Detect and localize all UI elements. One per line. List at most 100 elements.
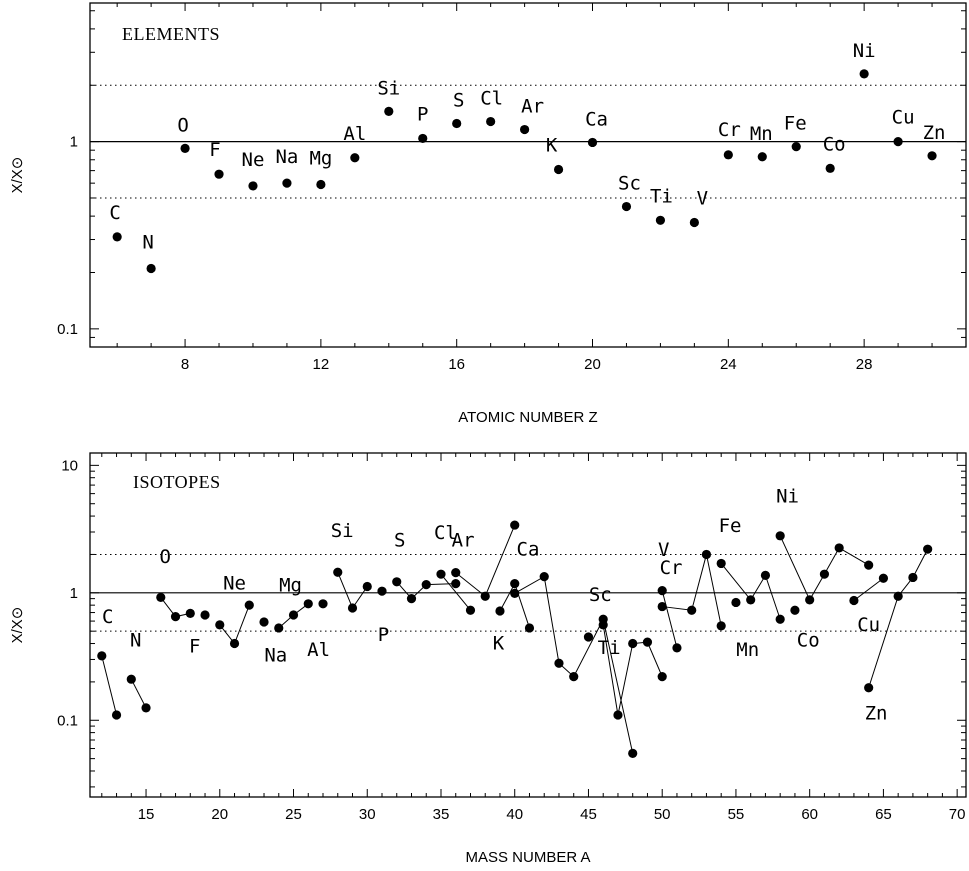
isotope-point-fe <box>746 595 756 605</box>
isotope-point-cl <box>436 569 446 579</box>
data-point-co <box>825 163 835 173</box>
x-tick-label: 16 <box>448 356 465 373</box>
data-point-p <box>418 133 428 144</box>
isotope-point-ti <box>613 710 623 720</box>
series-line-fe <box>720 563 781 620</box>
isotope-point-zn <box>893 591 903 601</box>
point-label-k: K <box>546 134 558 156</box>
isotope-point-ti <box>628 638 638 649</box>
point-label-ca: Ca <box>585 108 608 130</box>
data-point-si <box>384 106 394 117</box>
x-tick-label: 30 <box>359 806 376 823</box>
isotope-point-cl <box>465 605 476 615</box>
x-tick-label: 35 <box>433 806 450 823</box>
point-label-mg: Mg <box>309 148 332 170</box>
data-point-mn <box>757 152 767 162</box>
data-point-zn <box>927 151 937 161</box>
elements-x-axis-title: ATOMIC NUMBER Z <box>458 409 597 426</box>
isotope-point-ne <box>244 600 254 610</box>
isotope-point-ti <box>657 672 667 682</box>
point-label-na: Na <box>275 146 298 168</box>
isotope-point-k <box>524 623 535 633</box>
point-label-al: Al <box>343 123 366 145</box>
isotope-point-cr <box>657 601 667 612</box>
isotope-point-p <box>377 586 387 596</box>
data-point-cl <box>486 116 496 127</box>
isotope-point-v <box>657 586 667 596</box>
isotope-point-s <box>392 577 402 587</box>
data-point-cr <box>723 150 733 160</box>
isotope-point-ca <box>628 748 638 758</box>
y-tick-label: 0.1 <box>57 712 78 729</box>
x-tick-label: 50 <box>654 806 671 823</box>
isotope-point-zn <box>923 544 933 554</box>
point-label-c: C <box>109 202 120 224</box>
isotopes-y-axis-title: X/X⊙ <box>9 607 26 644</box>
data-point-n <box>146 263 156 274</box>
data-point-ni <box>859 69 869 79</box>
series-label-na: Na <box>264 644 287 666</box>
isotope-point-o <box>170 612 181 622</box>
isotope-point-fe <box>760 570 771 580</box>
isotope-point-zn <box>908 572 918 583</box>
isotope-point-cu <box>849 595 859 606</box>
point-label-co: Co <box>823 133 846 155</box>
point-label-ti: Ti <box>650 185 673 207</box>
point-label-fe: Fe <box>784 113 807 135</box>
series-label-mg: Mg <box>279 575 302 597</box>
series-line-si <box>337 572 368 610</box>
isotope-point-ne <box>215 620 225 630</box>
isotope-point-ca <box>554 658 564 668</box>
point-label-v: V <box>697 187 708 209</box>
x-tick-label: 20 <box>584 356 601 373</box>
isotope-point-ni <box>805 595 815 605</box>
x-tick-label: 15 <box>138 806 155 823</box>
isotope-point-o <box>156 592 166 603</box>
data-point-sc <box>621 201 632 212</box>
elements-plot-frame <box>89 2 967 348</box>
series-line-zn <box>868 548 929 688</box>
isotopes-panel-title: ISOTOPES <box>133 472 221 492</box>
isotope-point-k <box>495 606 505 616</box>
isotopes-x-axis-title: MASS NUMBER A <box>465 849 590 866</box>
series-line-cl <box>440 573 471 611</box>
isotope-point-ni <box>834 543 844 553</box>
series-label-c: C <box>102 606 113 628</box>
isotope-point-ar <box>480 591 490 601</box>
y-tick-label: 10 <box>61 457 78 474</box>
series-label-ca: Ca <box>517 538 540 560</box>
point-label-ar: Ar <box>521 96 544 118</box>
isotope-point-na <box>259 617 269 627</box>
y-tick-label: 0.1 <box>57 321 78 338</box>
series-label-mn: Mn <box>736 639 759 661</box>
elements-panel-title: ELEMENTS <box>122 24 220 44</box>
isotope-point-s <box>421 579 431 590</box>
series-label-o: O <box>159 546 170 568</box>
point-label-zn: Zn <box>923 122 946 144</box>
isotope-point-sc <box>583 632 594 642</box>
point-label-cl: Cl <box>480 88 503 110</box>
isotope-point-ar <box>510 520 520 530</box>
series-label-s: S <box>394 530 405 552</box>
series-label-ni: Ni <box>776 486 799 508</box>
x-tick-label: 25 <box>285 806 302 823</box>
isotope-point-cr <box>716 621 726 631</box>
series-line-cr <box>662 554 722 627</box>
series-label-k: K <box>493 632 505 654</box>
series-line-v <box>661 590 678 648</box>
point-label-mn: Mn <box>750 123 773 145</box>
isotope-point-ca <box>539 572 549 582</box>
series-line-cu <box>853 577 884 601</box>
isotope-point-mg <box>274 623 284 633</box>
data-point-ar <box>520 124 530 135</box>
isotope-point-ar <box>451 568 461 578</box>
isotope-point-c <box>97 651 107 661</box>
series-label-ne: Ne <box>223 573 246 595</box>
isotope-point-ti <box>642 637 653 647</box>
series-label-si: Si <box>331 520 354 542</box>
series-label-v: V <box>658 539 669 561</box>
isotope-point-s <box>451 579 461 589</box>
isotope-point-fe <box>716 558 726 569</box>
isotope-point-al <box>318 599 328 609</box>
series-label-ar: Ar <box>452 530 475 552</box>
